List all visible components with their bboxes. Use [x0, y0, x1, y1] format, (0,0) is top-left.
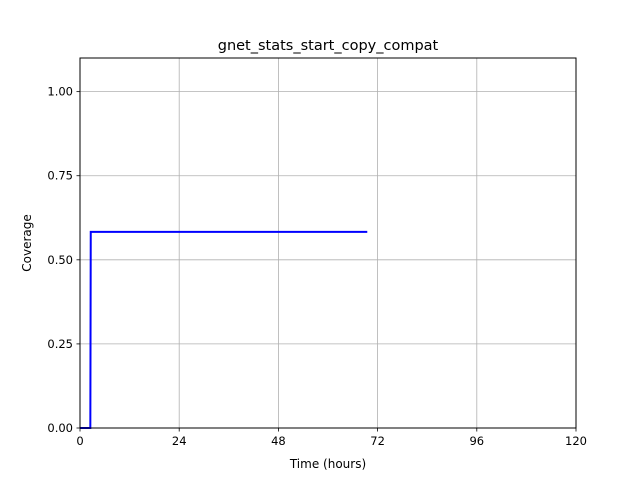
y-tick-label: 0.00	[47, 421, 73, 435]
x-tick-label: 72	[370, 434, 385, 448]
y-axis-label: Coverage	[20, 214, 34, 272]
plot-area	[80, 58, 576, 428]
x-tick-label: 96	[469, 434, 484, 448]
grid	[79, 58, 577, 429]
y-tick-label: 0.25	[47, 337, 73, 351]
x-tick-label: 48	[271, 434, 286, 448]
chart-title: gnet_stats_start_copy_compat	[218, 38, 439, 54]
y-axis-ticks: 0.00 0.25 0.50 0.75 1.00	[47, 85, 80, 435]
y-tick-label: 1.00	[47, 85, 73, 99]
x-axis-ticks: 0 24 48 72 96 120	[76, 428, 587, 448]
axes-frame	[79, 57, 577, 429]
y-tick-label: 0.75	[47, 169, 73, 183]
x-tick-label: 0	[76, 434, 83, 448]
x-tick-label: 24	[172, 434, 187, 448]
y-tick-label: 0.50	[47, 253, 73, 267]
x-tick-label: 120	[565, 434, 587, 448]
x-axis-label: Time (hours)	[289, 457, 366, 471]
